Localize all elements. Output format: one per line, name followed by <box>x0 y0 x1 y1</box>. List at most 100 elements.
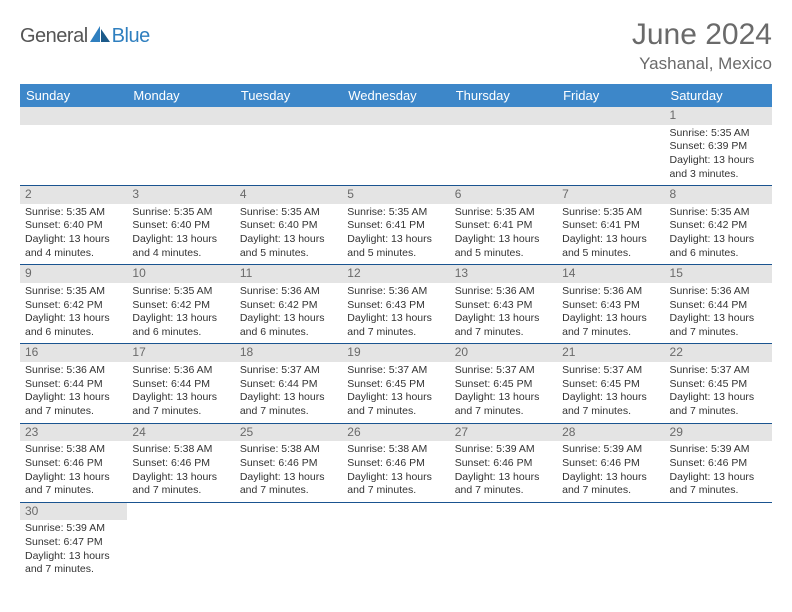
calendar-day-cell: 13Sunrise: 5:36 AMSunset: 6:43 PMDayligh… <box>450 265 557 344</box>
day-number: 30 <box>20 503 127 521</box>
day-content: Sunrise: 5:38 AMSunset: 6:46 PMDaylight:… <box>20 441 127 502</box>
daylight-text: Daylight: 13 hours and 5 minutes. <box>240 233 337 260</box>
calendar-day-cell: 6Sunrise: 5:35 AMSunset: 6:41 PMDaylight… <box>450 186 557 265</box>
sunset-text: Sunset: 6:39 PM <box>670 140 767 154</box>
calendar-day-cell: 7Sunrise: 5:35 AMSunset: 6:41 PMDaylight… <box>557 186 664 265</box>
calendar-day-cell: 11Sunrise: 5:36 AMSunset: 6:42 PMDayligh… <box>235 265 342 344</box>
day-header: Saturday <box>665 84 772 107</box>
day-content: Sunrise: 5:35 AMSunset: 6:40 PMDaylight:… <box>20 204 127 265</box>
daylight-text: Daylight: 13 hours and 7 minutes. <box>670 471 767 498</box>
day-content: Sunrise: 5:37 AMSunset: 6:44 PMDaylight:… <box>235 362 342 423</box>
day-content: Sunrise: 5:36 AMSunset: 6:43 PMDaylight:… <box>557 283 664 344</box>
calendar-day-cell <box>127 502 234 581</box>
daylight-text: Daylight: 13 hours and 7 minutes. <box>347 391 444 418</box>
day-content: Sunrise: 5:39 AMSunset: 6:46 PMDaylight:… <box>557 441 664 502</box>
sail-icon <box>88 24 112 49</box>
day-number: 18 <box>235 344 342 362</box>
day-number: 10 <box>127 265 234 283</box>
daylight-text: Daylight: 13 hours and 4 minutes. <box>132 233 229 260</box>
day-number: 29 <box>665 424 772 442</box>
empty-day-bar <box>557 107 664 125</box>
day-number: 1 <box>665 107 772 125</box>
calendar-day-cell: 3Sunrise: 5:35 AMSunset: 6:40 PMDaylight… <box>127 186 234 265</box>
day-number: 17 <box>127 344 234 362</box>
calendar-week-row: 16Sunrise: 5:36 AMSunset: 6:44 PMDayligh… <box>20 344 772 423</box>
calendar-week-row: 2Sunrise: 5:35 AMSunset: 6:40 PMDaylight… <box>20 186 772 265</box>
logo-text-blue: Blue <box>112 25 150 48</box>
calendar-day-cell: 15Sunrise: 5:36 AMSunset: 6:44 PMDayligh… <box>665 265 772 344</box>
day-content: Sunrise: 5:35 AMSunset: 6:41 PMDaylight:… <box>342 204 449 265</box>
day-content: Sunrise: 5:38 AMSunset: 6:46 PMDaylight:… <box>235 441 342 502</box>
calendar-day-cell: 25Sunrise: 5:38 AMSunset: 6:46 PMDayligh… <box>235 423 342 502</box>
day-content: Sunrise: 5:35 AMSunset: 6:41 PMDaylight:… <box>557 204 664 265</box>
sunset-text: Sunset: 6:41 PM <box>347 219 444 233</box>
daylight-text: Daylight: 13 hours and 5 minutes. <box>347 233 444 260</box>
daylight-text: Daylight: 13 hours and 5 minutes. <box>455 233 552 260</box>
calendar-day-cell <box>557 502 664 581</box>
daylight-text: Daylight: 13 hours and 7 minutes. <box>455 391 552 418</box>
sunset-text: Sunset: 6:44 PM <box>670 299 767 313</box>
daylight-text: Daylight: 13 hours and 7 minutes. <box>670 312 767 339</box>
sunrise-text: Sunrise: 5:39 AM <box>25 522 122 536</box>
sunset-text: Sunset: 6:44 PM <box>132 378 229 392</box>
sunset-text: Sunset: 6:44 PM <box>25 378 122 392</box>
sunset-text: Sunset: 6:46 PM <box>25 457 122 471</box>
calendar-week-row: 1Sunrise: 5:35 AMSunset: 6:39 PMDaylight… <box>20 107 772 186</box>
sunrise-text: Sunrise: 5:36 AM <box>562 285 659 299</box>
sunrise-text: Sunrise: 5:36 AM <box>132 364 229 378</box>
sunrise-text: Sunrise: 5:37 AM <box>347 364 444 378</box>
empty-day-bar <box>20 107 127 125</box>
daylight-text: Daylight: 13 hours and 7 minutes. <box>132 471 229 498</box>
sunset-text: Sunset: 6:45 PM <box>455 378 552 392</box>
day-header: Sunday <box>20 84 127 107</box>
calendar-day-cell <box>665 502 772 581</box>
sunset-text: Sunset: 6:46 PM <box>562 457 659 471</box>
day-header: Thursday <box>450 84 557 107</box>
sunset-text: Sunset: 6:40 PM <box>240 219 337 233</box>
empty-day-bar <box>450 107 557 125</box>
day-number: 21 <box>557 344 664 362</box>
calendar-day-cell: 8Sunrise: 5:35 AMSunset: 6:42 PMDaylight… <box>665 186 772 265</box>
sunrise-text: Sunrise: 5:38 AM <box>25 443 122 457</box>
day-content: Sunrise: 5:39 AMSunset: 6:46 PMDaylight:… <box>450 441 557 502</box>
calendar-day-cell <box>235 107 342 186</box>
day-number: 3 <box>127 186 234 204</box>
sunset-text: Sunset: 6:45 PM <box>562 378 659 392</box>
day-content: Sunrise: 5:37 AMSunset: 6:45 PMDaylight:… <box>557 362 664 423</box>
day-number: 19 <box>342 344 449 362</box>
day-header: Wednesday <box>342 84 449 107</box>
calendar-day-cell: 4Sunrise: 5:35 AMSunset: 6:40 PMDaylight… <box>235 186 342 265</box>
empty-day-bar <box>235 107 342 125</box>
day-content: Sunrise: 5:35 AMSunset: 6:41 PMDaylight:… <box>450 204 557 265</box>
calendar-day-cell: 5Sunrise: 5:35 AMSunset: 6:41 PMDaylight… <box>342 186 449 265</box>
sunrise-text: Sunrise: 5:35 AM <box>455 206 552 220</box>
calendar-day-cell: 28Sunrise: 5:39 AMSunset: 6:46 PMDayligh… <box>557 423 664 502</box>
title-block: June 2024 Yashanal, Mexico <box>632 18 772 74</box>
day-number: 15 <box>665 265 772 283</box>
daylight-text: Daylight: 13 hours and 7 minutes. <box>132 391 229 418</box>
daylight-text: Daylight: 13 hours and 6 minutes. <box>25 312 122 339</box>
calendar-day-cell <box>342 502 449 581</box>
calendar-day-cell: 1Sunrise: 5:35 AMSunset: 6:39 PMDaylight… <box>665 107 772 186</box>
sunset-text: Sunset: 6:46 PM <box>132 457 229 471</box>
sunset-text: Sunset: 6:46 PM <box>240 457 337 471</box>
sunrise-text: Sunrise: 5:35 AM <box>132 285 229 299</box>
day-number: 26 <box>342 424 449 442</box>
sunrise-text: Sunrise: 5:37 AM <box>455 364 552 378</box>
sunset-text: Sunset: 6:41 PM <box>562 219 659 233</box>
day-content: Sunrise: 5:36 AMSunset: 6:44 PMDaylight:… <box>665 283 772 344</box>
day-header: Tuesday <box>235 84 342 107</box>
daylight-text: Daylight: 13 hours and 7 minutes. <box>240 471 337 498</box>
sunrise-text: Sunrise: 5:35 AM <box>240 206 337 220</box>
daylight-text: Daylight: 13 hours and 6 minutes. <box>132 312 229 339</box>
page-header: General Blue June 2024 Yashanal, Mexico <box>20 18 772 74</box>
sunset-text: Sunset: 6:43 PM <box>347 299 444 313</box>
sunrise-text: Sunrise: 5:35 AM <box>25 285 122 299</box>
day-content: Sunrise: 5:38 AMSunset: 6:46 PMDaylight:… <box>127 441 234 502</box>
day-number: 27 <box>450 424 557 442</box>
daylight-text: Daylight: 13 hours and 7 minutes. <box>240 391 337 418</box>
sunrise-text: Sunrise: 5:36 AM <box>347 285 444 299</box>
day-number: 8 <box>665 186 772 204</box>
calendar-day-cell: 30Sunrise: 5:39 AMSunset: 6:47 PMDayligh… <box>20 502 127 581</box>
day-number: 22 <box>665 344 772 362</box>
